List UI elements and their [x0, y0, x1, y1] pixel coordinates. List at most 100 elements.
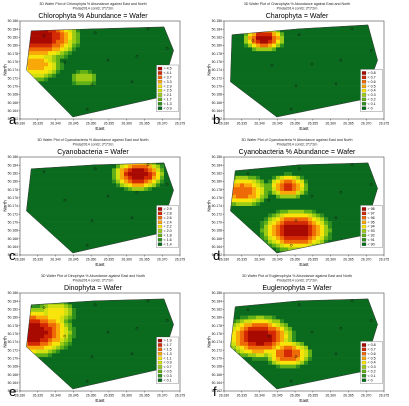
heat-cell	[96, 85, 101, 90]
heat-cell	[156, 172, 161, 177]
heat-cell	[136, 36, 141, 41]
heat-cell	[328, 164, 333, 169]
heat-cell	[272, 70, 277, 75]
heat-cell	[284, 179, 289, 184]
heat-cell	[352, 70, 357, 75]
heat-cell	[336, 175, 341, 180]
y-axis-label: North	[207, 64, 212, 76]
heat-cell	[324, 183, 329, 188]
heat-cell	[84, 338, 89, 343]
heat-cell	[56, 194, 61, 199]
heat-cell	[52, 217, 57, 222]
heat-cell	[232, 206, 237, 211]
heat-cell	[56, 330, 61, 335]
heat-cell	[148, 198, 153, 203]
heat-cell	[76, 164, 81, 169]
heat-cell	[256, 187, 261, 192]
heat-cell	[348, 162, 353, 165]
heat-cell	[88, 221, 93, 226]
heat-cell	[76, 43, 81, 48]
heat-cell	[28, 334, 33, 339]
legend-swatch	[157, 102, 163, 106]
heat-cell	[144, 58, 149, 63]
heat-cell	[84, 111, 89, 116]
heat-cell	[340, 51, 345, 56]
heat-cell	[336, 51, 341, 56]
heat-cell	[344, 24, 349, 29]
heat-cell	[320, 239, 325, 244]
heat-cell	[88, 168, 93, 173]
heat-cell	[48, 168, 53, 173]
heat-cell	[64, 353, 69, 358]
heat-cell	[240, 217, 245, 222]
y-tick-label: 50.170	[8, 85, 18, 89]
heat-cell	[48, 194, 53, 199]
heat-cell	[152, 26, 157, 29]
heat-cell	[124, 32, 129, 37]
heat-cell	[132, 236, 137, 241]
heat-cell	[264, 47, 269, 52]
legend-swatch	[361, 224, 367, 229]
heat-cell	[252, 179, 257, 184]
heat-cell	[44, 308, 49, 313]
heat-cell	[136, 32, 141, 37]
heat-cell	[260, 32, 265, 37]
heat-cell	[336, 39, 341, 44]
heat-cell	[72, 247, 77, 252]
heat-cell	[36, 304, 41, 309]
heat-cell	[292, 228, 297, 233]
heat-cell	[256, 73, 261, 78]
heat-cell	[84, 368, 89, 373]
sample-point	[246, 172, 250, 176]
heat-cell	[116, 103, 121, 108]
sample-point	[146, 27, 150, 31]
heat-cell	[128, 190, 133, 195]
heat-cell	[324, 96, 329, 101]
heat-cell	[64, 77, 69, 82]
heat-cell	[148, 66, 153, 71]
x-tick-label: 26.355	[308, 258, 318, 262]
heat-cell	[144, 221, 149, 226]
heat-cell	[36, 319, 41, 324]
heat-cell	[96, 58, 101, 63]
heat-cell	[52, 364, 57, 369]
heat-cell	[108, 96, 113, 101]
heat-cell	[68, 334, 73, 339]
heat-cell	[116, 47, 121, 52]
heat-cell	[312, 209, 317, 214]
heat-cell	[64, 326, 69, 331]
heat-cell	[256, 198, 261, 203]
heat-cell	[68, 100, 73, 105]
heat-cell	[84, 206, 89, 211]
heat-cell	[88, 81, 93, 86]
heat-cell	[288, 73, 293, 78]
heat-cell	[100, 100, 105, 105]
heat-cell	[368, 36, 373, 41]
heat-cell	[348, 221, 353, 226]
heat-cell	[116, 194, 121, 199]
heat-cell	[236, 206, 241, 211]
heat-cell	[336, 206, 341, 211]
heat-cell	[240, 58, 245, 63]
heat-cell	[48, 28, 53, 33]
heat-cell	[120, 164, 125, 169]
heat-cell	[48, 43, 53, 48]
heat-cell	[32, 187, 37, 192]
heat-cell	[336, 202, 341, 207]
heat-cell	[340, 183, 345, 188]
heat-cell	[320, 179, 325, 184]
sample-point	[270, 63, 274, 67]
heat-cell	[28, 179, 33, 184]
legend-label: < 0	[368, 106, 373, 110]
heat-cell	[148, 92, 153, 97]
legend-swatch	[157, 75, 163, 80]
heat-cell	[32, 47, 37, 52]
heat-cell	[280, 168, 285, 173]
heat-cell	[304, 88, 309, 93]
heat-cell	[312, 179, 317, 184]
heat-cell	[44, 224, 49, 229]
heat-cell	[288, 92, 293, 97]
heat-cell	[76, 342, 81, 347]
heat-cell	[148, 172, 153, 177]
heat-cell	[92, 28, 97, 33]
